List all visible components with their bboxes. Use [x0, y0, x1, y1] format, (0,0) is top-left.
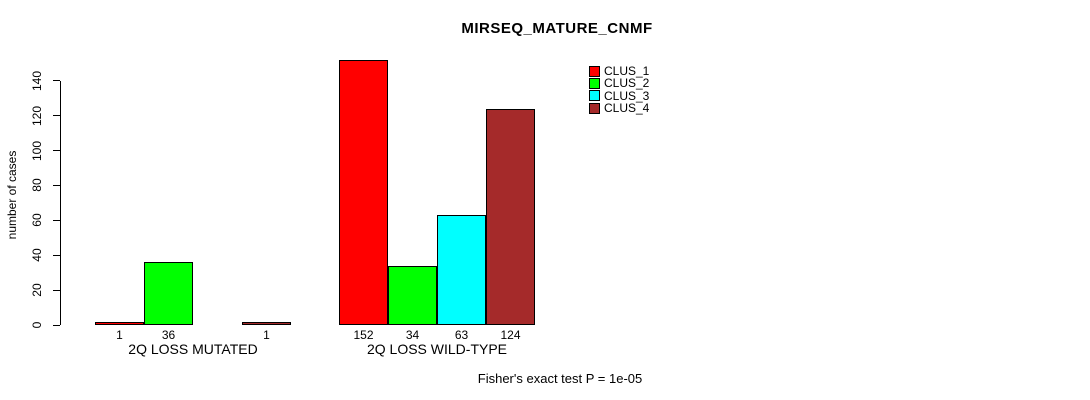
bar-clus_2-group2 [388, 265, 437, 325]
y-tick-label: 140 [30, 70, 44, 91]
clus4-swatch-icon [589, 102, 600, 114]
y-tick-label: 60 [30, 213, 44, 227]
y-tick-mark [53, 184, 60, 186]
bar-value-label: 34 [405, 328, 420, 342]
y-axis-title: number of cases [5, 150, 19, 240]
bar-value-label: 63 [454, 328, 469, 342]
y-tick-mark [53, 115, 60, 117]
bar-value-label: 152 [353, 328, 374, 342]
clus3-swatch-icon [589, 90, 600, 102]
bar-clus_2-group1 [144, 262, 193, 325]
y-tick-label: 40 [30, 248, 44, 262]
legend-item-clus4: CLUS_4 [589, 102, 649, 114]
y-tick-mark [53, 219, 60, 221]
y-tick-mark [53, 150, 60, 151]
y-tick-label: 0 [30, 321, 44, 329]
y-tick-label: 80 [30, 178, 44, 193]
bar-clus_1-group2 [339, 59, 388, 325]
bar-clus_4-group1 [242, 322, 291, 325]
legend-item-clus3: CLUS_3 [589, 90, 649, 102]
clus1-swatch-icon [589, 65, 600, 77]
legend-label: CLUS_3 [604, 88, 650, 103]
y-axis-line [60, 80, 61, 325]
y-tick-label: 100 [30, 140, 44, 161]
bar-clus_1-group1 [95, 322, 144, 325]
legend-label: CLUS_2 [604, 76, 650, 91]
fisher-test-annotation: Fisher's exact test P = 1e-05 [477, 371, 643, 386]
y-tick-mark [53, 80, 60, 82]
y-tick-label: 20 [30, 283, 44, 297]
y-tick-label: 120 [30, 105, 44, 126]
legend-item-clus2: CLUS_2 [589, 77, 649, 89]
legend-label: CLUS_4 [604, 101, 650, 116]
bar-clus_3-group2 [437, 215, 486, 325]
clus2-swatch-icon [589, 77, 600, 89]
bar-value-label: 1 [263, 328, 270, 342]
bar-value-label: 1 [116, 328, 123, 342]
y-tick-mark [53, 289, 60, 291]
y-tick-mark [53, 324, 60, 326]
bar-value-label: 36 [161, 328, 176, 342]
y-tick-mark [53, 254, 60, 256]
legend-label: CLUS_1 [604, 64, 650, 79]
group-label-wildtype: 2Q LOSS WILD-TYPE [366, 341, 508, 357]
legend-item-clus1: CLUS_1 [589, 65, 649, 77]
chart-title: MIRSEQ_MATURE_CNMF [461, 20, 653, 37]
bar-clus_4-group2 [486, 108, 535, 325]
bar-value-label: 124 [500, 328, 521, 342]
legend: CLUS_1 CLUS_2 CLUS_3 CLUS_4 [589, 65, 649, 114]
group-label-mutated: 2Q LOSS MUTATED [128, 341, 258, 357]
